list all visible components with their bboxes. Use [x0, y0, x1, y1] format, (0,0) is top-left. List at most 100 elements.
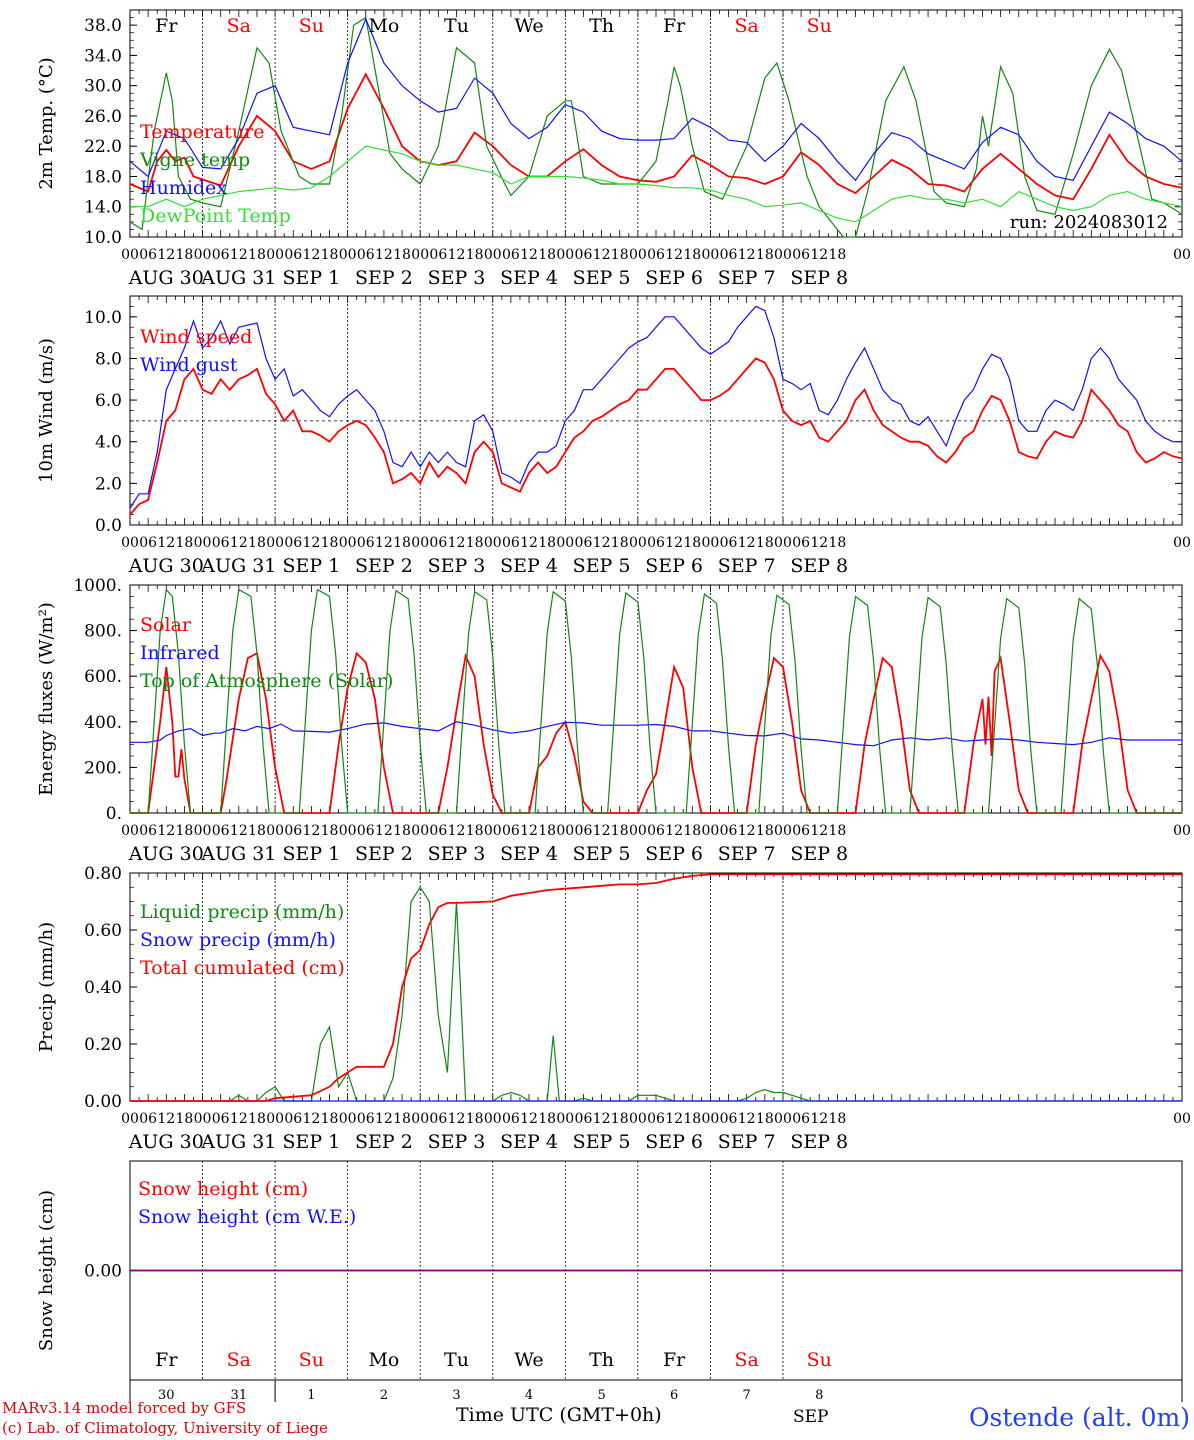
y-axis-title: Snow height (cm): [36, 1190, 57, 1351]
hour-label: 18: [321, 247, 339, 263]
hour-label: 06: [284, 247, 302, 263]
legend-entry: Wind gust: [140, 354, 238, 376]
y-tick-label: 8.0: [95, 349, 122, 369]
hour-label: 00: [701, 1111, 719, 1127]
hour-label: 12: [375, 1111, 393, 1127]
day-number-label: 3: [452, 1388, 460, 1403]
hour-label: 18: [683, 1111, 701, 1127]
legend-entry: DewPoint Temp: [140, 205, 291, 227]
hour-label: 06: [139, 1111, 157, 1127]
day-of-week-label: Tu: [444, 1349, 469, 1371]
day-of-week-label: Sa: [227, 1349, 251, 1371]
hour-label: 00: [266, 1111, 284, 1127]
series-line: [130, 873, 1182, 1102]
hour-label: 00: [266, 247, 284, 263]
y-tick-label: 26.0: [84, 107, 122, 127]
legend-entry: Top of Atmosphere (Solar): [140, 670, 393, 692]
hour-label: 18: [538, 247, 556, 263]
hour-label: 00: [194, 247, 212, 263]
date-label: SEP 1: [282, 267, 340, 289]
hour-label: 18: [393, 247, 411, 263]
hour-label: 06: [357, 1111, 375, 1127]
hour-label: 12: [448, 247, 466, 263]
y-tick-label: 2.0: [95, 474, 122, 494]
hour-label: 12: [593, 247, 611, 263]
series-line: [129, 357, 1183, 516]
hour-label: 06: [720, 1111, 738, 1127]
hour-label: 00: [556, 823, 574, 839]
hour-label: 00: [629, 1111, 647, 1127]
day-number-label: 30: [158, 1388, 175, 1403]
hour-label: 06: [720, 535, 738, 551]
hour-label: 00: [484, 823, 502, 839]
hour-label: 18: [538, 1111, 556, 1127]
hour-label: 06: [575, 1111, 593, 1127]
y-tick-label: 400.: [84, 713, 122, 733]
legend-entry: Snow height (cm): [138, 1178, 308, 1200]
legend-entry: Liquid precip (mm/h): [140, 901, 344, 923]
hour-label: 12: [738, 1111, 756, 1127]
legend-entry: Temperature: [140, 121, 264, 143]
day-number-label: 2: [380, 1388, 388, 1403]
hour-label: 18: [756, 247, 774, 263]
month-label: SEP: [793, 1407, 829, 1427]
hour-label: 06: [357, 823, 375, 839]
hour-label: 06: [502, 247, 520, 263]
hour-label: 06: [575, 247, 593, 263]
date-label: SEP 4: [500, 555, 558, 577]
day-of-week-label: Sa: [735, 1349, 759, 1371]
hour-label: 18: [611, 823, 629, 839]
hour-label: 12: [302, 535, 320, 551]
y-tick-label: 0.80: [84, 864, 122, 884]
hour-label: 06: [575, 535, 593, 551]
hour-label: 00: [484, 247, 502, 263]
date-label: SEP 2: [355, 555, 413, 577]
date-label: SEP 1: [282, 843, 340, 865]
hour-label: 00: [121, 823, 139, 839]
series-line: [129, 16, 1183, 238]
hour-label: 12: [157, 535, 175, 551]
y-tick-label: 0.60: [84, 921, 122, 941]
y-tick-label: 800.: [84, 622, 122, 642]
hour-label: 18: [248, 1111, 266, 1127]
hour-label: 18: [466, 247, 484, 263]
hour-label: 12: [520, 823, 538, 839]
date-label: SEP 4: [500, 1131, 558, 1153]
date-label: SEP 5: [573, 555, 631, 577]
day-of-week-label: Su: [807, 15, 832, 37]
panel-precip: 0.00 0.20 0.40 0.60 0.80 Precip (mm/h) Liquid …: [36, 864, 1191, 1153]
hour-label: 12: [230, 823, 248, 839]
hour-label: 18: [466, 1111, 484, 1127]
hour-label: 00: [556, 1111, 574, 1127]
hour-label: 00: [1173, 247, 1191, 263]
hour-label: 00: [1173, 1111, 1191, 1127]
date-label: SEP 2: [355, 267, 413, 289]
panel-wind: 0.0 2.0 4.0 6.0 8.0 10.0 10m Wind (m/s) Wind sp…: [36, 295, 1191, 577]
date-label: AUG 30: [128, 843, 204, 865]
date-label: SEP 8: [790, 843, 848, 865]
hour-label: 00: [339, 535, 357, 551]
hour-label: 18: [828, 823, 846, 839]
hour-label: 00: [411, 535, 429, 551]
y-tick-label: 0.0: [95, 516, 122, 536]
day-of-week-label: We: [514, 1349, 543, 1371]
hour-label: 12: [157, 247, 175, 263]
hour-label: 06: [139, 823, 157, 839]
hour-label: 18: [321, 1111, 339, 1127]
hour-label: 12: [375, 247, 393, 263]
hour-label: 00: [339, 823, 357, 839]
hour-label: 06: [647, 247, 665, 263]
y-tick-label: 0.00: [84, 1092, 122, 1112]
legend-entry: Humidex: [140, 177, 227, 199]
hour-label: 06: [720, 823, 738, 839]
hour-label: 18: [828, 535, 846, 551]
hour-label: 00: [1173, 823, 1191, 839]
hour-label: 00: [484, 535, 502, 551]
date-label: SEP 3: [428, 843, 486, 865]
legend-entry: Vigne temp: [139, 149, 250, 171]
hour-label: 00: [556, 247, 574, 263]
time-axis-label: Time UTC (GMT+0h): [456, 1404, 662, 1426]
hour-label: 06: [647, 823, 665, 839]
hour-label: 18: [175, 823, 193, 839]
